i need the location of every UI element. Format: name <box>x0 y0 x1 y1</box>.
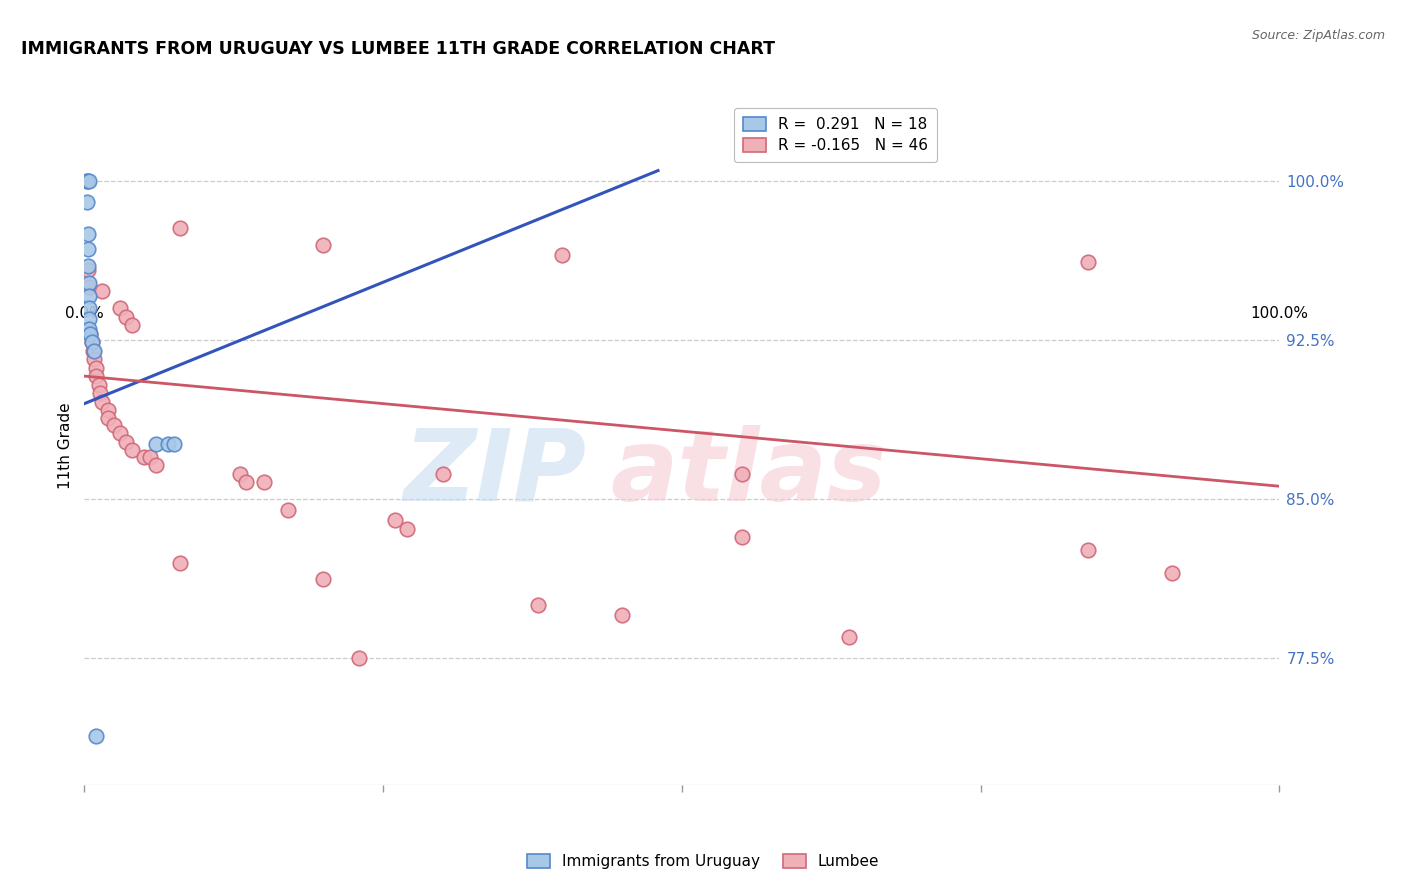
Point <box>97 411 120 425</box>
Point <box>838 630 860 644</box>
Point <box>110 426 132 441</box>
Point <box>80 335 103 350</box>
Point <box>312 573 335 587</box>
Point <box>79 326 101 341</box>
Point <box>1161 566 1184 580</box>
Point <box>384 513 406 527</box>
Point <box>1077 254 1099 268</box>
Point <box>82 343 104 358</box>
Point <box>77 259 100 273</box>
Point <box>169 556 191 570</box>
Point <box>86 729 108 743</box>
Text: Source: ZipAtlas.com: Source: ZipAtlas.com <box>1251 29 1385 42</box>
Text: 100.0%: 100.0% <box>1250 306 1309 320</box>
Point <box>77 311 100 326</box>
Point <box>145 437 167 451</box>
Point <box>80 335 103 350</box>
Point <box>77 242 100 256</box>
Point <box>432 467 454 481</box>
Point <box>76 174 98 188</box>
Point <box>91 285 114 299</box>
Point <box>139 450 162 464</box>
Point <box>77 301 100 316</box>
Point <box>103 417 125 432</box>
Point <box>134 450 156 464</box>
Point <box>77 280 100 294</box>
Point <box>86 360 108 375</box>
Y-axis label: 11th Grade: 11th Grade <box>58 402 73 490</box>
Point <box>396 522 419 536</box>
Point <box>277 502 299 516</box>
Point <box>731 467 754 481</box>
Point <box>349 650 371 665</box>
Point <box>110 301 132 316</box>
Legend: R =  0.291   N = 18, R = -0.165   N = 46: R = 0.291 N = 18, R = -0.165 N = 46 <box>734 108 938 162</box>
Point <box>157 437 180 451</box>
Text: 0.0%: 0.0% <box>65 306 104 320</box>
Point <box>235 475 257 489</box>
Point <box>612 608 634 623</box>
Point <box>163 437 186 451</box>
Point <box>77 322 100 336</box>
Point <box>527 598 550 612</box>
Point <box>91 394 114 409</box>
Point <box>77 263 100 277</box>
Point <box>83 343 105 358</box>
Point <box>115 434 138 449</box>
Point <box>77 174 100 188</box>
Point <box>229 467 252 481</box>
Point <box>77 227 100 241</box>
Point <box>86 369 108 384</box>
Point <box>76 195 98 210</box>
Point <box>731 530 754 544</box>
Point <box>1077 542 1099 557</box>
Text: ZIP: ZIP <box>404 425 586 522</box>
Point <box>145 458 167 472</box>
Point <box>79 326 101 341</box>
Point <box>169 220 191 235</box>
Point <box>121 318 143 333</box>
Point <box>121 443 143 458</box>
Text: atlas: atlas <box>610 425 887 522</box>
Point <box>115 310 138 324</box>
Point <box>551 248 574 262</box>
Text: IMMIGRANTS FROM URUGUAY VS LUMBEE 11TH GRADE CORRELATION CHART: IMMIGRANTS FROM URUGUAY VS LUMBEE 11TH G… <box>21 40 775 58</box>
Point <box>97 403 120 417</box>
Point <box>253 475 276 489</box>
Point <box>77 276 100 290</box>
Point <box>89 386 111 401</box>
Point <box>77 288 100 302</box>
Point <box>83 352 105 367</box>
Legend: Immigrants from Uruguay, Lumbee: Immigrants from Uruguay, Lumbee <box>520 848 886 875</box>
Point <box>312 237 335 252</box>
Point <box>76 174 98 188</box>
Point <box>87 377 110 392</box>
